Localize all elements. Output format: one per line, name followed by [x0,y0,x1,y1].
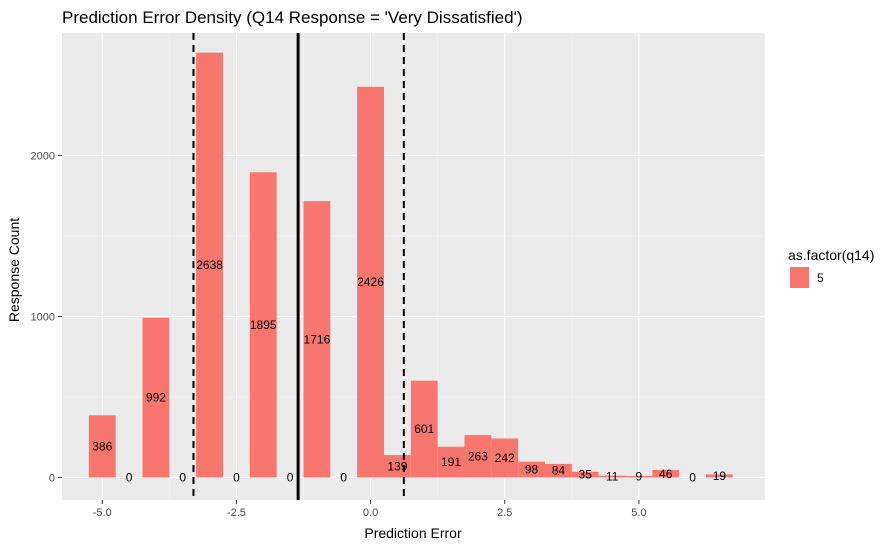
x-tick-label: -5.0 [93,507,112,519]
data-label: 2426 [357,275,384,289]
histogram-bar [357,86,384,478]
y-axis-ticks: 0 1000 2000 [31,150,62,484]
histogram-bar [705,474,733,478]
chart-title: Prediction Error Density (Q14 Response =… [62,8,522,27]
histogram-bar [142,317,170,478]
histogram-bar [625,476,653,478]
histogram-bar [544,463,572,478]
histogram-bar [464,435,492,478]
bars-layer [88,52,733,478]
x-tick-label: 5.0 [631,507,646,519]
data-label: 19 [713,469,727,483]
legend: as.factor(q14) 5 [788,247,874,288]
data-label: 9 [636,470,643,484]
legend-key-swatch [790,267,809,288]
data-label: 1716 [304,332,331,346]
data-label: 139 [387,459,407,473]
data-label: 84 [552,464,566,478]
data-label: 2638 [196,258,223,272]
data-label: 0 [689,470,696,484]
data-label: 35 [579,468,593,482]
data-label: 263 [468,449,488,463]
histogram-bar [491,438,519,478]
data-label: 0 [233,470,240,484]
histogram-bar [88,415,116,478]
histogram-bar [518,461,545,478]
data-label: 992 [146,391,166,405]
y-tick-label: 1000 [31,311,55,323]
legend-label: 5 [817,271,824,285]
x-axis-ticks: -5.0 -2.5 0.0 2.5 5.0 [93,500,647,519]
y-tick-label: 2000 [31,150,55,162]
y-axis-title: Response Count [6,218,22,322]
x-tick-label: 0.0 [363,507,378,519]
histogram-bar [410,380,438,478]
data-label: 0 [287,470,294,484]
histogram-bar [652,470,680,478]
data-label: 601 [414,422,434,436]
histogram-bar [303,201,331,478]
histogram-bar [249,172,277,478]
data-label: 11 [606,470,619,484]
data-label: 1895 [250,318,277,332]
histogram-bar [196,52,223,478]
y-tick-label: 0 [49,472,55,484]
data-label: 46 [659,467,673,481]
data-label: 0 [179,470,186,484]
reference-lines [192,33,405,500]
data-label: 191 [441,455,461,469]
legend-title: as.factor(q14) [788,247,874,263]
data-label: 242 [495,451,515,465]
x-tick-label: -2.5 [227,507,246,519]
histogram-bar [571,471,599,478]
x-axis-title: Prediction Error [364,525,462,541]
histogram-bar [437,446,465,478]
data-labels-layer: 386 0 992 0 2638 0 1895 0 1716 0 2426 139 601 191 263 2… [92,258,726,484]
data-label: 0 [126,470,133,484]
histogram-bar [598,475,626,478]
x-tick-label: 2.5 [497,507,512,519]
data-label: 0 [340,470,347,484]
data-label: 386 [92,439,112,453]
data-label: 98 [525,463,539,477]
